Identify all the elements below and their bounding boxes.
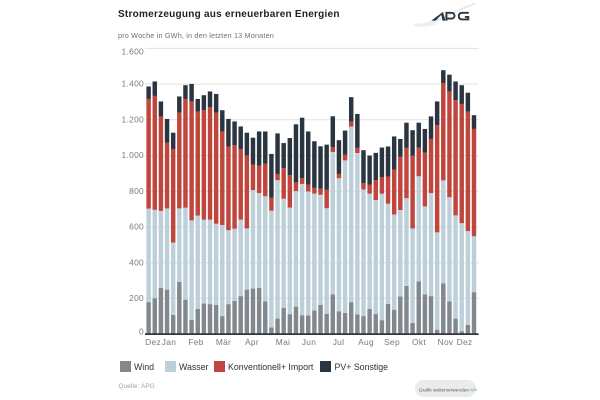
svg-text:0: 0: [139, 327, 144, 337]
svg-text:Dez: Dez: [457, 337, 473, 347]
svg-text:Sep: Sep: [384, 337, 400, 347]
svg-text:Mai: Mai: [276, 337, 290, 347]
svg-text:Jan: Jan: [162, 337, 176, 347]
svg-text:Jul: Jul: [333, 337, 345, 347]
svg-text:Apr: Apr: [245, 337, 259, 347]
svg-text:1.400: 1.400: [122, 79, 145, 89]
svg-text:200: 200: [129, 293, 144, 303]
svg-text:Okt: Okt: [412, 337, 426, 347]
svg-text:Aug: Aug: [358, 337, 374, 347]
svg-text:600: 600: [129, 222, 144, 232]
svg-text:800: 800: [129, 186, 144, 196]
svg-text:400: 400: [129, 257, 144, 267]
svg-text:Feb: Feb: [188, 337, 203, 347]
svg-text:1.600: 1.600: [122, 46, 145, 56]
svg-text:Dez: Dez: [145, 337, 161, 347]
svg-text:Mär: Mär: [216, 337, 231, 347]
svg-text:1.200: 1.200: [122, 114, 145, 124]
svg-text:Jun: Jun: [302, 337, 316, 347]
svg-text:Nov: Nov: [438, 337, 454, 347]
svg-text:1.000: 1.000: [122, 150, 145, 160]
